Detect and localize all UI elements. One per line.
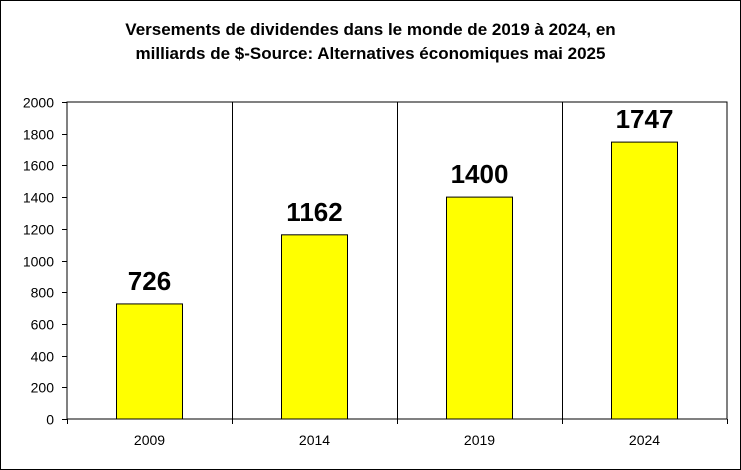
data-label-2024: 1747 — [616, 104, 674, 134]
y-tick-label: 1600 — [23, 158, 54, 174]
data-label-2019: 1400 — [451, 159, 509, 189]
y-tick-label: 600 — [31, 317, 55, 333]
y-tick-label: 200 — [31, 380, 55, 396]
bar-2019 — [446, 196, 513, 420]
data-label-2014: 1162 — [286, 197, 342, 227]
y-tick-label: 2000 — [23, 95, 54, 111]
x-tick-label: 2024 — [629, 432, 660, 448]
x-tick-label: 2009 — [134, 432, 165, 448]
y-tick-label: 800 — [31, 285, 55, 301]
y-tick-label: 0 — [46, 412, 54, 428]
x-tick-label: 2014 — [299, 432, 330, 448]
y-tick-label: 1200 — [23, 222, 54, 238]
y-tick-label: 1400 — [23, 190, 54, 206]
bar-2014 — [281, 234, 348, 420]
bar-2009 — [116, 303, 183, 420]
y-tick-label: 1000 — [23, 254, 54, 270]
y-tick-label: 1800 — [23, 127, 54, 143]
chart-title-line-2: milliards de $-Source: Alternatives écon… — [135, 44, 606, 63]
chart-title-line-1: Versements de dividendes dans le monde d… — [125, 20, 616, 39]
bar-2024 — [611, 141, 678, 420]
x-tick-label: 2019 — [464, 432, 495, 448]
chart-title: Versements de dividendes dans le monde d… — [0, 18, 741, 66]
y-tick-label: 400 — [31, 349, 55, 365]
data-label-2009: 726 — [128, 266, 171, 296]
